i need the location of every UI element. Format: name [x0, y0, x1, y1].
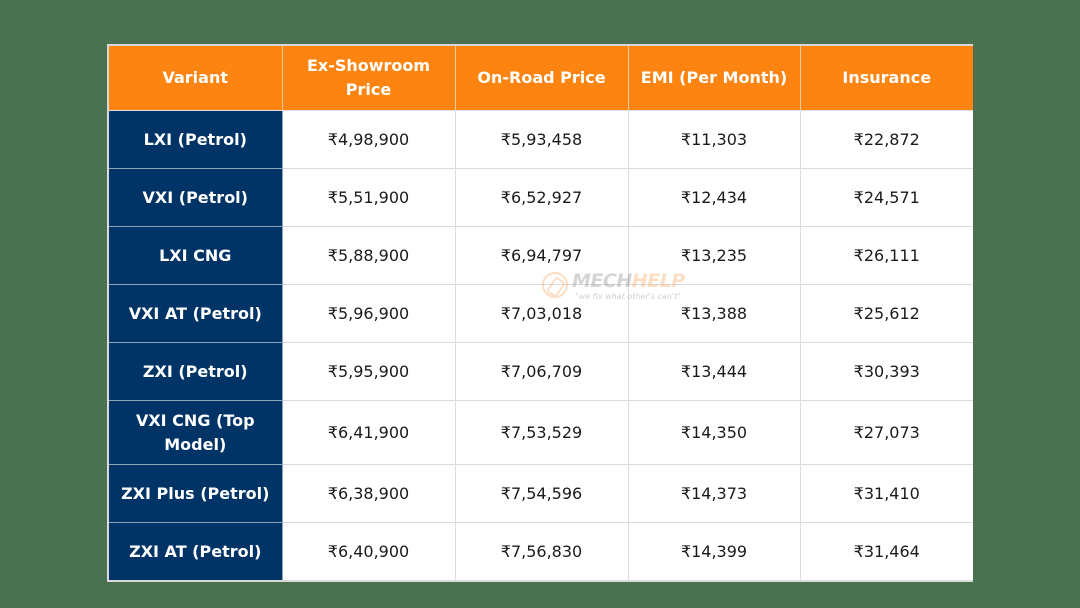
emi-cell: ₹14,350	[628, 400, 801, 465]
insurance-cell: ₹25,612	[800, 284, 973, 343]
header-emi: EMI (Per Month)	[628, 46, 801, 111]
variant-cell: VXI AT (Petrol)	[109, 284, 283, 343]
header-insurance: Insurance	[800, 46, 973, 111]
on-road-cell: ₹6,94,797	[455, 226, 629, 285]
price-table-container: Variant Ex-Showroom Price On-Road Price …	[107, 44, 973, 582]
on-road-cell: ₹7,54,596	[455, 464, 629, 523]
variant-cell: VXI (Petrol)	[109, 168, 283, 227]
emi-cell: ₹14,373	[628, 464, 801, 523]
table-row: ZXI Plus (Petrol) ₹6,38,900 ₹7,54,596 ₹1…	[109, 464, 973, 523]
ex-showroom-cell: ₹5,88,900	[282, 226, 456, 285]
table-row: VXI AT (Petrol) ₹5,96,900 ₹7,03,018 ₹13,…	[109, 284, 973, 343]
ex-showroom-cell: ₹5,51,900	[282, 168, 456, 227]
emi-cell: ₹13,444	[628, 342, 801, 401]
emi-cell: ₹12,434	[628, 168, 801, 227]
table-header-row: Variant Ex-Showroom Price On-Road Price …	[109, 46, 973, 111]
emi-cell: ₹13,235	[628, 226, 801, 285]
insurance-cell: ₹22,872	[800, 110, 973, 169]
table-row: LXI CNG ₹5,88,900 ₹6,94,797 ₹13,235 ₹26,…	[109, 226, 973, 285]
price-table: Variant Ex-Showroom Price On-Road Price …	[109, 46, 973, 580]
header-on-road-price: On-Road Price	[455, 46, 629, 111]
variant-cell: VXI CNG (Top Model)	[109, 400, 283, 465]
variant-cell: LXI CNG	[109, 226, 283, 285]
variant-cell: ZXI Plus (Petrol)	[109, 464, 283, 523]
ex-showroom-cell: ₹4,98,900	[282, 110, 456, 169]
insurance-cell: ₹30,393	[800, 342, 973, 401]
on-road-cell: ₹7,03,018	[455, 284, 629, 343]
insurance-cell: ₹24,571	[800, 168, 973, 227]
on-road-cell: ₹5,93,458	[455, 110, 629, 169]
insurance-cell: ₹31,464	[800, 522, 973, 580]
table-row: VXI CNG (Top Model) ₹6,41,900 ₹7,53,529 …	[109, 400, 973, 465]
table-row: ZXI (Petrol) ₹5,95,900 ₹7,06,709 ₹13,444…	[109, 342, 973, 401]
insurance-cell: ₹31,410	[800, 464, 973, 523]
insurance-cell: ₹26,111	[800, 226, 973, 285]
ex-showroom-cell: ₹6,38,900	[282, 464, 456, 523]
table-row: ZXI AT (Petrol) ₹6,40,900 ₹7,56,830 ₹14,…	[109, 522, 973, 580]
variant-cell: LXI (Petrol)	[109, 110, 283, 169]
variant-cell: ZXI (Petrol)	[109, 342, 283, 401]
emi-cell: ₹11,303	[628, 110, 801, 169]
ex-showroom-cell: ₹6,40,900	[282, 522, 456, 580]
ex-showroom-cell: ₹5,95,900	[282, 342, 456, 401]
insurance-cell: ₹27,073	[800, 400, 973, 465]
table-row: VXI (Petrol) ₹5,51,900 ₹6,52,927 ₹12,434…	[109, 168, 973, 227]
variant-cell: ZXI AT (Petrol)	[109, 522, 283, 580]
on-road-cell: ₹6,52,927	[455, 168, 629, 227]
emi-cell: ₹13,388	[628, 284, 801, 343]
table-row: LXI (Petrol) ₹4,98,900 ₹5,93,458 ₹11,303…	[109, 110, 973, 169]
on-road-cell: ₹7,53,529	[455, 400, 629, 465]
on-road-cell: ₹7,06,709	[455, 342, 629, 401]
header-variant: Variant	[109, 46, 283, 111]
header-ex-showroom-price: Ex-Showroom Price	[282, 46, 456, 111]
ex-showroom-cell: ₹6,41,900	[282, 400, 456, 465]
emi-cell: ₹14,399	[628, 522, 801, 580]
ex-showroom-cell: ₹5,96,900	[282, 284, 456, 343]
on-road-cell: ₹7,56,830	[455, 522, 629, 580]
